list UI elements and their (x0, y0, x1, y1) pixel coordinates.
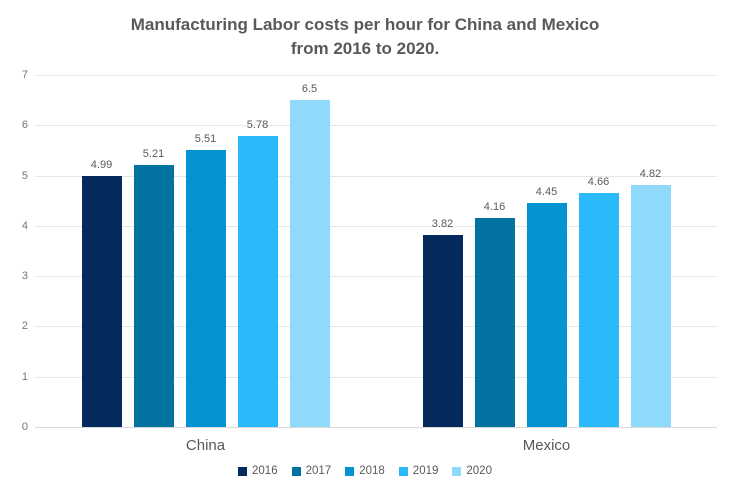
chart-title-line1: Manufacturing Labor costs per hour for C… (130, 15, 600, 34)
bar-mexico-2018 (526, 203, 567, 427)
legend: 2016 2017 2018 2019 2020 (0, 465, 730, 477)
bar-value-label: 4.16 (483, 200, 506, 213)
legend-swatch-2017 (291, 466, 301, 476)
gridline (35, 326, 717, 328)
category-label-mexico: Mexico (522, 437, 571, 454)
legend-item-2020: 2020 (452, 465, 492, 477)
legend-swatch-2020 (452, 466, 462, 476)
gridline (35, 125, 717, 127)
gridline (35, 75, 717, 76)
y-axis-tick-label: 7 (21, 69, 28, 81)
y-axis-tick-label: 2 (21, 320, 28, 333)
legend-label: 2017 (305, 465, 332, 477)
bar-china-2019 (237, 136, 278, 427)
bar-mexico-2019 (578, 192, 619, 427)
bar-value-label: 4.66 (587, 175, 610, 188)
bar-value-label: 5.51 (194, 132, 217, 145)
bar-mexico-2016 (422, 234, 463, 427)
legend-item-2017: 2017 (291, 465, 332, 477)
legend-swatch-2016 (238, 466, 248, 476)
gridline (35, 376, 717, 378)
legend-label: 2018 (359, 465, 385, 477)
bar-china-2017 (133, 165, 174, 427)
bar-value-label: 4.45 (535, 186, 558, 199)
legend-item-2016: 2016 (238, 465, 278, 477)
y-axis-tick-label: 4 (21, 219, 28, 232)
legend-label: 2020 (466, 465, 492, 477)
legend-label: 2019 (412, 465, 439, 477)
legend-swatch-2018 (345, 466, 355, 476)
y-axis-tick-label: 6 (21, 119, 28, 132)
chart-title: Manufacturing Labor costs per hour for C… (0, 13, 730, 61)
bar-value-label: 4.82 (639, 167, 662, 180)
legend-item-2019: 2019 (398, 465, 439, 477)
chart-title-line2: from 2016 to 2020. (290, 38, 440, 58)
x-axis-line (35, 427, 717, 428)
y-axis-tick-label: 0 (21, 421, 28, 433)
bar-mexico-2017 (474, 217, 515, 427)
y-axis-tick-label: 3 (21, 270, 28, 283)
bar-value-label: 6.5 (301, 83, 318, 96)
bar-value-label: 4.99 (90, 159, 113, 172)
y-axis-tick-label: 5 (21, 169, 28, 182)
bar-china-2020 (289, 100, 330, 427)
y-axis-tick-label: 1 (21, 370, 28, 383)
bar-value-label: 3.82 (431, 217, 454, 230)
bar-china-2018 (185, 149, 226, 427)
bar-value-label: 5.78 (246, 119, 269, 132)
category-label-china: China (185, 437, 226, 454)
gridline (35, 276, 717, 278)
bar-china-2016 (81, 176, 122, 427)
gridline (35, 225, 717, 227)
legend-swatch-2019 (398, 466, 408, 476)
gridline (35, 175, 717, 177)
bar-value-label: 5.21 (142, 148, 165, 160)
legend-label: 2016 (252, 465, 278, 477)
bar-mexico-2020 (630, 184, 671, 427)
legend-item-2018: 2018 (345, 465, 385, 477)
